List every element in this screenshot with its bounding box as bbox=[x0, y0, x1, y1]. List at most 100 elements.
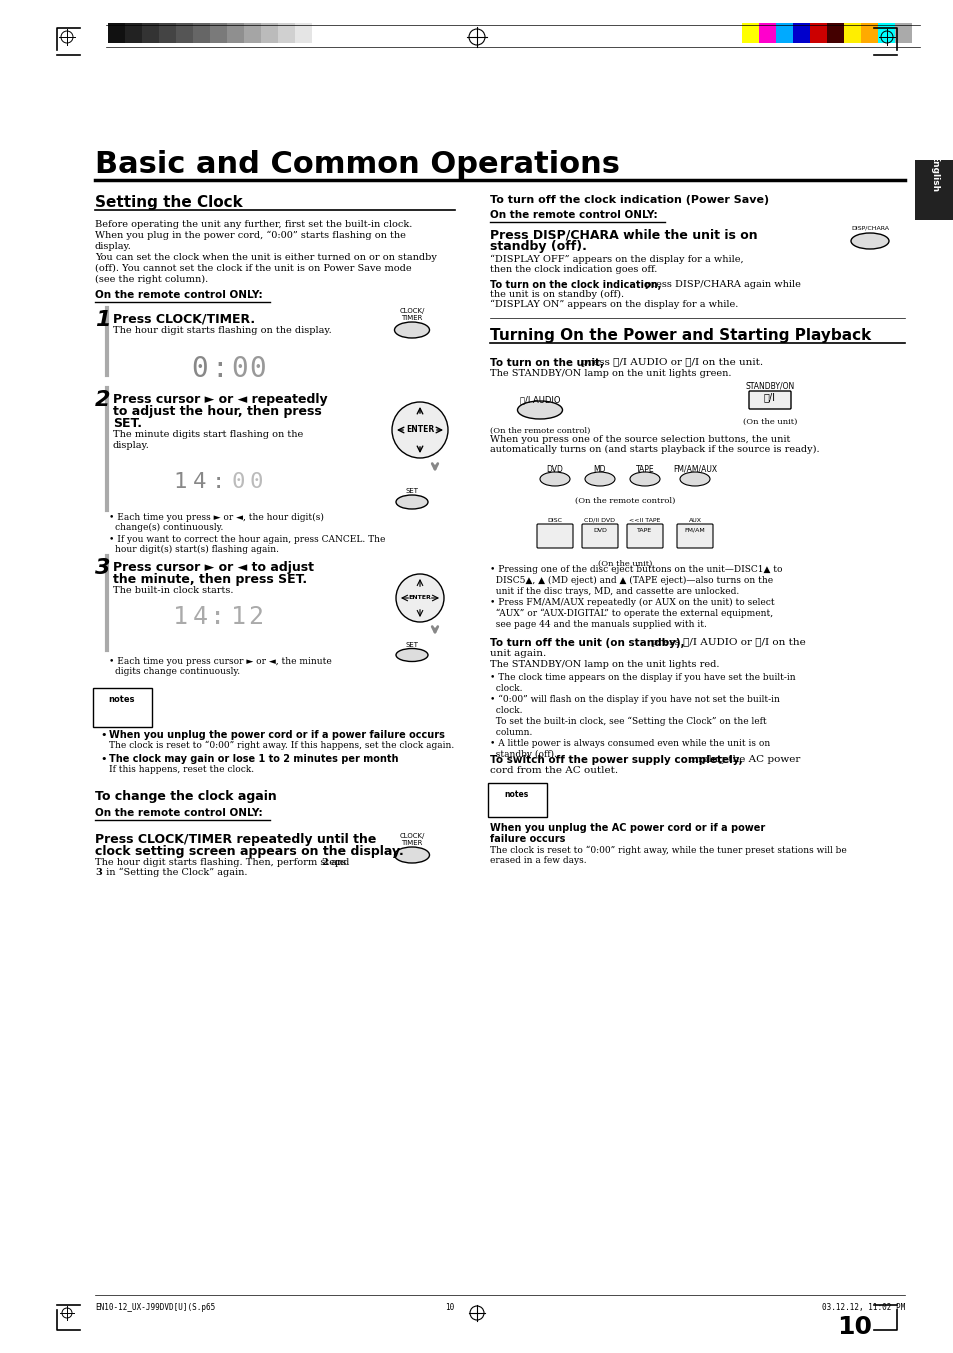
Text: press ⏻/I AUDIO or ⏻/I on the unit.: press ⏻/I AUDIO or ⏻/I on the unit. bbox=[578, 359, 762, 367]
Text: When you press one of the source selection buttons, the unit: When you press one of the source selecti… bbox=[490, 436, 789, 444]
Text: “DISPLAY ON” appears on the display for a while.: “DISPLAY ON” appears on the display for … bbox=[490, 300, 738, 310]
Text: TIMER: TIMER bbox=[401, 315, 422, 321]
Text: :: : bbox=[211, 605, 225, 629]
Text: •: • bbox=[100, 731, 107, 740]
Text: AUX: AUX bbox=[688, 518, 700, 524]
Text: The STANDBY/ON lamp on the unit lights red.: The STANDBY/ON lamp on the unit lights r… bbox=[490, 660, 719, 668]
Text: :: : bbox=[212, 354, 228, 383]
Text: then the clock indication goes off.: then the clock indication goes off. bbox=[490, 265, 657, 275]
Text: 03.12.12, 11:02 PM: 03.12.12, 11:02 PM bbox=[821, 1303, 904, 1312]
Text: STANDBY/ON: STANDBY/ON bbox=[744, 382, 794, 391]
Text: CLOCK/: CLOCK/ bbox=[399, 833, 424, 839]
Text: When you unplug the power cord or if a power failure occurs: When you unplug the power cord or if a p… bbox=[109, 731, 444, 740]
Text: press DISP/CHARA again while: press DISP/CHARA again while bbox=[641, 280, 800, 290]
Text: display.: display. bbox=[95, 242, 132, 252]
Bar bbox=[894, 23, 911, 43]
Bar bbox=[244, 23, 261, 43]
Text: You can set the clock when the unit is either turned on or on standby: You can set the clock when the unit is e… bbox=[95, 253, 436, 262]
Text: Press CLOCK/TIMER.: Press CLOCK/TIMER. bbox=[112, 313, 254, 326]
Text: The hour digit starts flashing. Then, perform steps: The hour digit starts flashing. Then, pe… bbox=[95, 858, 349, 867]
Ellipse shape bbox=[584, 472, 615, 486]
Text: 0: 0 bbox=[192, 354, 208, 383]
Text: ENTER: ENTER bbox=[408, 595, 431, 601]
Text: The built-in clock starts.: The built-in clock starts. bbox=[112, 586, 233, 595]
Bar bbox=[210, 23, 227, 43]
Text: To turn on the clock indication,: To turn on the clock indication, bbox=[490, 280, 660, 290]
Text: • Press FM/AM/AUX repeatedly (or AUX on the unit) to select: • Press FM/AM/AUX repeatedly (or AUX on … bbox=[490, 598, 774, 607]
Bar bbox=[261, 23, 277, 43]
Bar bbox=[792, 23, 809, 43]
Bar bbox=[741, 23, 759, 43]
Bar bbox=[775, 23, 792, 43]
Text: Turning On the Power and Starting Playback: Turning On the Power and Starting Playba… bbox=[490, 327, 870, 344]
Text: The hour digit starts flashing on the display.: The hour digit starts flashing on the di… bbox=[112, 326, 332, 336]
FancyBboxPatch shape bbox=[581, 524, 618, 548]
Bar bbox=[861, 23, 877, 43]
Text: (off). You cannot set the clock if the unit is on Power Save mode: (off). You cannot set the clock if the u… bbox=[95, 264, 411, 273]
Text: in “Setting the Clock” again.: in “Setting the Clock” again. bbox=[103, 869, 247, 877]
Text: clock setting screen appears on the display.: clock setting screen appears on the disp… bbox=[95, 846, 403, 858]
Text: • A little power is always consumed even while the unit is on: • A little power is always consumed even… bbox=[490, 739, 769, 748]
Text: 1: 1 bbox=[173, 472, 187, 492]
Text: To turn on the unit,: To turn on the unit, bbox=[490, 359, 603, 368]
FancyBboxPatch shape bbox=[488, 783, 546, 817]
Text: The STANDBY/ON lamp on the unit lights green.: The STANDBY/ON lamp on the unit lights g… bbox=[490, 369, 731, 377]
Text: 0: 0 bbox=[250, 354, 266, 383]
Text: • Pressing one of the disc eject buttons on the unit—DISC1▲ to: • Pressing one of the disc eject buttons… bbox=[490, 566, 781, 574]
Text: Press DISP/CHARA while the unit is on: Press DISP/CHARA while the unit is on bbox=[490, 229, 757, 241]
Text: To set the built-in clock, see “Setting the Clock” on the left: To set the built-in clock, see “Setting … bbox=[490, 717, 766, 727]
Text: Press CLOCK/TIMER repeatedly until the: Press CLOCK/TIMER repeatedly until the bbox=[95, 833, 376, 846]
Text: the minute, then press SET.: the minute, then press SET. bbox=[112, 574, 307, 586]
Text: TAPE: TAPE bbox=[635, 465, 654, 474]
Text: The clock may gain or lose 1 to 2 minutes per month: The clock may gain or lose 1 to 2 minute… bbox=[109, 754, 398, 764]
Text: The clock is reset to “0:00” right away, while the tuner preset stations will be: The clock is reset to “0:00” right away,… bbox=[490, 846, 846, 855]
Bar bbox=[914, 160, 953, 221]
Text: Press cursor ► or ◄ to adjust: Press cursor ► or ◄ to adjust bbox=[112, 561, 314, 574]
Text: 2: 2 bbox=[95, 390, 111, 410]
Text: unit if the disc trays, MD, and cassette are unlocked.: unit if the disc trays, MD, and cassette… bbox=[490, 587, 739, 597]
Ellipse shape bbox=[395, 847, 429, 863]
Text: 0: 0 bbox=[232, 354, 248, 383]
Text: unit again.: unit again. bbox=[490, 649, 546, 658]
Text: CD/II DVD: CD/II DVD bbox=[584, 518, 615, 524]
Text: to adjust the hour, then press: to adjust the hour, then press bbox=[112, 405, 321, 418]
Text: Before operating the unit any further, first set the built-in clock.: Before operating the unit any further, f… bbox=[95, 221, 412, 229]
Bar bbox=[826, 23, 843, 43]
Text: •: • bbox=[100, 754, 107, 764]
Text: • Each time you press ► or ◄, the hour digit(s): • Each time you press ► or ◄, the hour d… bbox=[109, 513, 323, 522]
Text: clock.: clock. bbox=[490, 706, 522, 714]
Text: change(s) continuously.: change(s) continuously. bbox=[115, 524, 223, 532]
Text: 3: 3 bbox=[95, 557, 111, 578]
Text: The minute digits start flashing on the: The minute digits start flashing on the bbox=[112, 430, 303, 438]
Text: DISC5▲, ▲ (MD eject) and ▲ (TAPE eject)—also turns on the: DISC5▲, ▲ (MD eject) and ▲ (TAPE eject)—… bbox=[490, 576, 772, 584]
Ellipse shape bbox=[395, 322, 429, 338]
Text: To turn off the unit (on standby),: To turn off the unit (on standby), bbox=[490, 639, 684, 648]
Bar bbox=[125, 23, 142, 43]
Text: TIMER: TIMER bbox=[401, 840, 422, 846]
Circle shape bbox=[392, 402, 448, 459]
Text: digits change continuously.: digits change continuously. bbox=[115, 667, 240, 676]
Text: 10: 10 bbox=[837, 1315, 872, 1339]
Bar bbox=[294, 23, 312, 43]
Text: 0: 0 bbox=[231, 472, 244, 492]
Ellipse shape bbox=[539, 472, 569, 486]
Text: Setting the Clock: Setting the Clock bbox=[95, 195, 242, 210]
Ellipse shape bbox=[850, 233, 888, 249]
Text: column.: column. bbox=[490, 728, 532, 737]
Text: CLOCK/: CLOCK/ bbox=[399, 308, 424, 314]
Text: standby (off).: standby (off). bbox=[490, 750, 557, 759]
Text: display.: display. bbox=[112, 441, 150, 451]
Text: notes: notes bbox=[109, 695, 135, 704]
Text: 4: 4 bbox=[193, 605, 208, 629]
Text: and: and bbox=[328, 858, 349, 867]
Text: On the remote control ONLY:: On the remote control ONLY: bbox=[95, 290, 262, 300]
Text: 10: 10 bbox=[445, 1303, 455, 1312]
Bar bbox=[193, 23, 210, 43]
Text: TAPE: TAPE bbox=[637, 528, 652, 533]
Text: ⏻/I AUDIO: ⏻/I AUDIO bbox=[519, 395, 559, 405]
Text: DISC: DISC bbox=[547, 518, 562, 524]
Text: <<II TAPE: <<II TAPE bbox=[629, 518, 660, 524]
Ellipse shape bbox=[679, 472, 709, 486]
Bar bbox=[877, 23, 894, 43]
Ellipse shape bbox=[395, 648, 428, 662]
